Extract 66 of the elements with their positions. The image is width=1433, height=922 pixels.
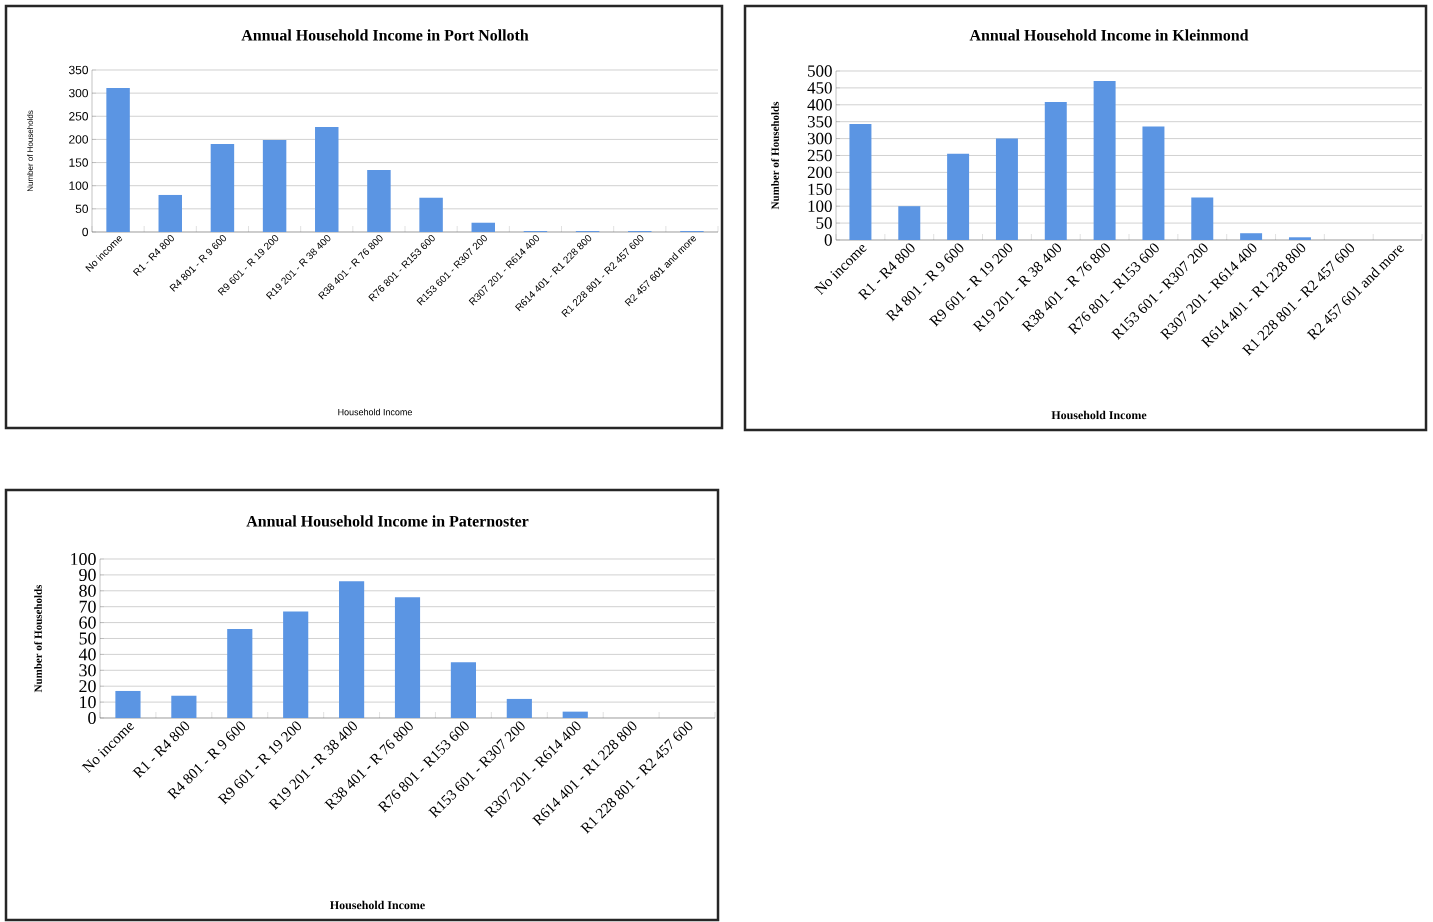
y-tick-label: 350 [68,65,89,75]
bar [227,628,253,718]
y-tick-label: 50 [75,204,89,214]
y-tick-label: 450 [807,82,832,94]
y-axis-title: Number of Households [771,101,779,210]
bar [262,139,287,232]
bar [367,169,391,232]
y-tick-label: 150 [69,158,89,167]
chart-title: Annual Household Income in Paternoster [246,515,529,527]
y-tick-label: 100 [808,200,832,212]
y-tick-label: 200 [807,166,832,179]
bar [1240,233,1263,240]
bar [849,124,872,240]
x-axis-title: Household Income [338,408,412,416]
x-axis-title: Household Income [330,900,425,910]
bar [158,194,182,232]
y-tick-label: 400 [807,99,832,111]
bar [947,153,970,240]
bar [171,695,197,718]
bar [419,197,443,232]
bar [394,597,421,718]
chart-title: Annual Household Income in Port Nolloth [241,29,529,41]
chart-title: Annual Household Income in Kleinmond [969,29,1249,41]
y-tick-label: 300 [68,88,89,98]
bar [283,611,309,718]
bar [210,144,235,232]
y-tick-label: 250 [69,112,89,121]
bar [1288,237,1311,240]
y-tick-label: 50 [79,632,96,645]
x-axis-title: Household Income [1051,410,1147,420]
y-tick-label: 200 [69,135,89,144]
y-tick-label: 90 [79,568,96,581]
bar [1093,81,1116,240]
x-tick-label: R1 - R4 800 [132,234,174,277]
bar [315,126,339,232]
y-tick-label: 350 [807,115,832,128]
bar [471,222,495,232]
y-tick-label: 0 [82,227,89,237]
bar [898,206,921,240]
y-tick-label: 60 [79,616,96,629]
y-tick-label: 100 [69,181,89,190]
y-tick-label: 50 [816,217,832,229]
y-tick-label: 100 [71,552,96,566]
bar [1191,197,1214,240]
bar [106,88,130,232]
y-tick-label: 80 [79,584,96,597]
bar [115,690,141,718]
y-tick-label: 150 [808,183,832,196]
y-tick-label: 500 [808,65,832,77]
bar [562,711,588,718]
bar [1142,126,1165,240]
y-tick-label: 70 [79,600,96,613]
y-axis-title: Number of Households [34,584,42,693]
y-tick-label: 0 [88,711,96,725]
bar [339,581,365,718]
bar [995,138,1018,240]
y-tick-label: 40 [78,648,96,661]
bar [506,698,532,718]
bar [450,662,476,718]
y-tick-label: 20 [79,680,96,693]
y-tick-label: 250 [807,149,832,162]
y-tick-label: 0 [824,234,832,246]
y-tick-label: 30 [79,664,96,677]
bar [1044,102,1067,240]
y-tick-label: 10 [80,696,96,709]
y-tick-label: 300 [807,132,832,145]
